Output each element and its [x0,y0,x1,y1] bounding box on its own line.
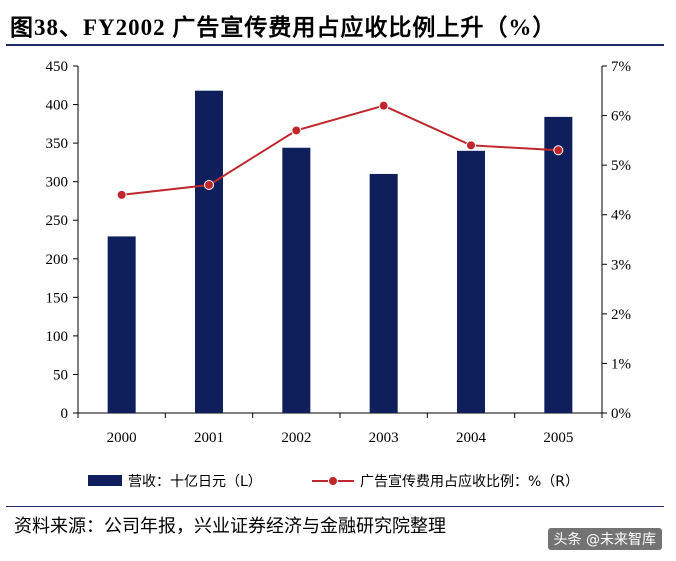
right-tick-label: 6% [611,109,631,125]
legend-line-marker [328,476,338,486]
ratio-line [121,104,559,196]
x-tick-label: 2002 [281,430,311,446]
left-tick-label: 150 [46,290,69,306]
left-tick-label: 50 [53,367,68,383]
bar-series [107,90,573,414]
chart-axes: 0 50 100 150 200 250 300 350 400 450 0% 1% 2% 3% 4% 5% 6… [46,59,632,446]
title-divider [6,44,664,46]
x-tick-label: 2000 [107,430,137,446]
chart-title: 图38、FY2002 广告宣传费用占应收比例上升（%） [10,15,557,40]
right-tick-label: 1% [611,356,631,372]
ratio-point-2001 [204,179,214,190]
bar-2005 [544,116,573,413]
left-tick-label: 300 [46,175,69,191]
left-tick-label: 400 [46,98,69,114]
right-tick-label: 4% [611,208,631,224]
left-tick-label: 250 [46,213,69,229]
x-tick-label: 2004 [456,430,487,446]
bar-2004 [457,150,485,414]
footer-divider [6,506,664,507]
right-tick-label: 2% [611,307,631,323]
right-tick-label: 7% [611,59,631,75]
chart-legend: 营收：十亿日元（L） 广告宣传费用占应收比例：%（R） [88,473,579,490]
left-tick-label: 0 [61,406,69,422]
x-tick-label: 2003 [369,430,399,446]
ratio-point-2002 [291,125,302,136]
left-tick-label: 200 [46,252,69,268]
legend-bar-swatch [88,475,122,486]
legend-bar-label: 营收：十亿日元（L） [128,474,262,490]
left-tick-label: 100 [46,329,69,345]
left-tick-label: 450 [46,59,69,75]
ratio-point-2005 [553,145,564,156]
right-tick-label: 5% [611,158,631,174]
legend-line-label: 广告宣传费用占应收比例：%（R） [360,473,579,490]
bar-2003 [369,173,398,413]
right-tick-label: 0% [611,406,631,422]
ratio-point-2004 [466,140,476,151]
ratio-point-2000 [116,189,127,200]
bar-2002 [282,147,311,413]
x-tick-label: 2001 [194,430,224,446]
x-tick-label: 2005 [543,430,573,446]
right-tick-label: 3% [611,257,631,273]
bar-2000 [107,236,136,413]
ratio-point-2003 [378,100,389,111]
source-note: 资料来源：公司年报，兴业证券经济与金融研究院整理 [14,516,446,536]
left-tick-label: 350 [46,136,69,152]
line-series [116,100,564,200]
bar-2001 [195,90,223,414]
watermark: 头条 @未来智库 [547,528,662,550]
